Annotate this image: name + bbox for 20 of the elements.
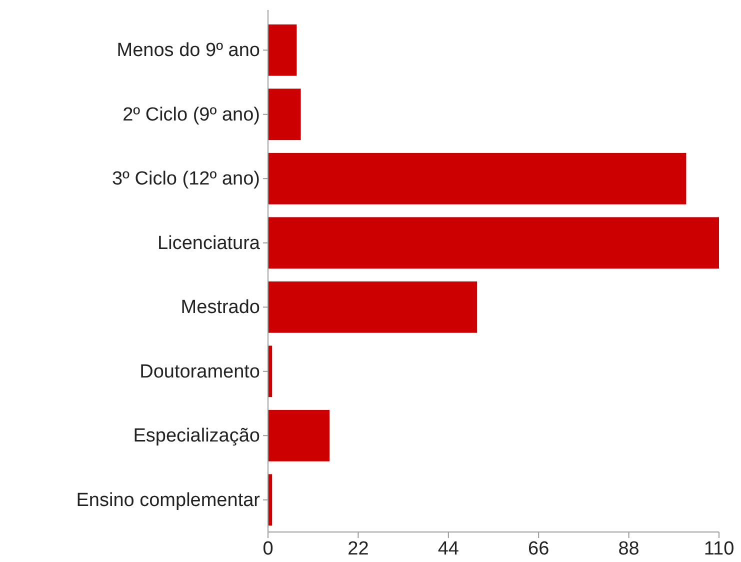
x-tick-label: 66 (528, 538, 550, 560)
y-tick-label: 2º Ciclo (9º ano) (122, 104, 260, 126)
bar (268, 281, 478, 333)
y-tick-label: Especialização (133, 426, 260, 447)
x-tick-label: 22 (348, 538, 369, 560)
bar (268, 217, 719, 269)
y-tick-label: Menos do 9º ano (116, 40, 260, 62)
bar (268, 410, 330, 462)
x-tick-label: 44 (438, 538, 460, 560)
x-tick-label: 0 (262, 538, 274, 560)
bar (268, 24, 297, 76)
bar (268, 88, 301, 140)
bar (268, 152, 686, 204)
y-tick-label: Ensino complementar (76, 490, 261, 511)
y-tick-label: Licenciatura (158, 232, 260, 254)
y-tick-label: Doutoramento (140, 361, 260, 382)
y-tick-label: Mestrado (180, 297, 260, 318)
x-tick-label: 88 (618, 538, 640, 560)
y-tick-label: 3º Ciclo (12º ano) (112, 168, 260, 190)
x-tick-label: 110 (704, 538, 734, 560)
